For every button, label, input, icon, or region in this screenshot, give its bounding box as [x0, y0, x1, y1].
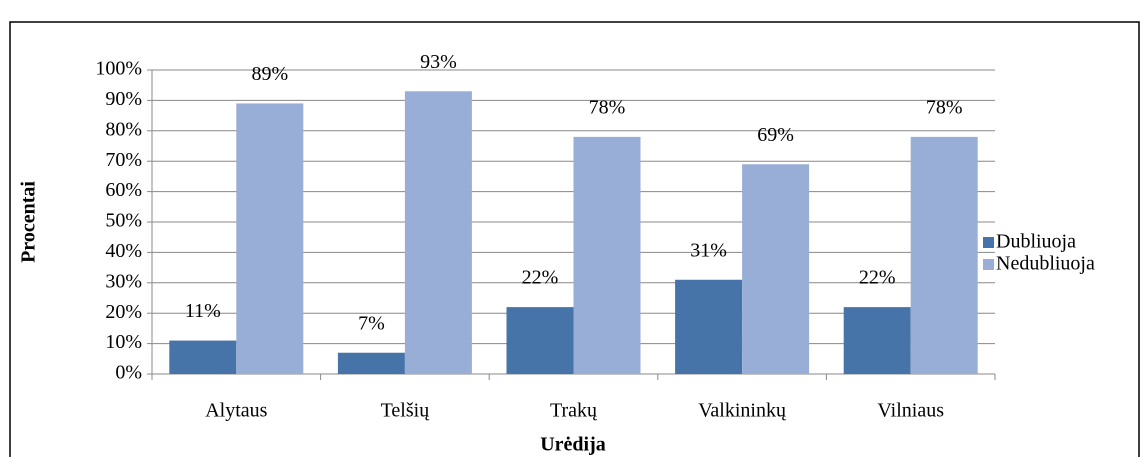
- data-label: 78%: [589, 96, 626, 118]
- y-tick-label: 40%: [105, 240, 142, 262]
- y-tick-label: 60%: [105, 179, 142, 201]
- data-label: 78%: [926, 96, 963, 118]
- y-tick-label: 50%: [105, 210, 142, 232]
- bar: [337, 352, 405, 374]
- y-tick-label: 90%: [105, 88, 142, 110]
- data-label: 93%: [420, 51, 457, 73]
- y-tick-label: 0%: [115, 362, 142, 384]
- legend-label: Dubliuoja: [996, 231, 1076, 253]
- bar: [573, 136, 641, 374]
- x-tick-label: Vilniaus: [877, 400, 944, 422]
- data-label: 11%: [185, 300, 221, 322]
- data-label: 22%: [522, 267, 559, 289]
- y-axis-title: Procentai: [18, 181, 40, 263]
- x-tick-label: Telšių: [381, 400, 431, 422]
- data-label: 22%: [859, 267, 896, 289]
- y-tick-label: 30%: [105, 270, 142, 292]
- bar: [169, 340, 237, 374]
- y-tick-label: 10%: [105, 331, 142, 353]
- data-label: 7%: [358, 312, 385, 334]
- data-label: 89%: [251, 63, 288, 85]
- y-tick-label: 80%: [105, 118, 142, 140]
- data-label: 31%: [690, 239, 727, 261]
- bar: [506, 307, 574, 374]
- bar: [404, 91, 472, 374]
- bar: [843, 307, 911, 374]
- y-tick-label: 100%: [95, 58, 142, 80]
- x-tick-label: Valkininkų: [698, 400, 787, 422]
- legend-swatch: [983, 259, 994, 270]
- legend-swatch: [983, 237, 994, 248]
- bar: [675, 279, 743, 374]
- legend-label: Nedubliuoja: [996, 253, 1095, 275]
- x-axis-title: Urėdija: [540, 434, 606, 456]
- x-tick-label: Trakų: [550, 400, 598, 422]
- bar: [236, 103, 304, 374]
- x-tick-label: Alytaus: [205, 400, 267, 422]
- y-tick-label: 20%: [105, 301, 142, 323]
- bar: [910, 136, 978, 374]
- bar: [742, 164, 810, 374]
- y-tick-label: 70%: [105, 149, 142, 171]
- data-label: 69%: [757, 124, 794, 146]
